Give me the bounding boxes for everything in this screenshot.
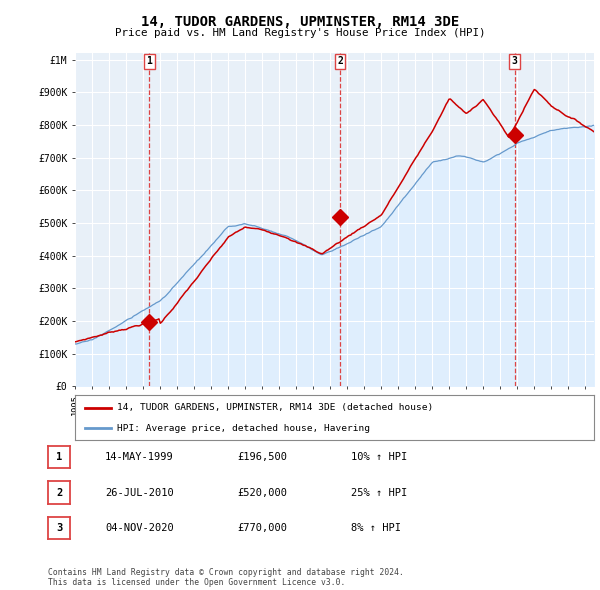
Text: £520,000: £520,000 xyxy=(237,488,287,497)
Text: 10% ↑ HPI: 10% ↑ HPI xyxy=(351,453,407,462)
Text: 14-MAY-1999: 14-MAY-1999 xyxy=(105,453,174,462)
Text: 2: 2 xyxy=(337,57,343,67)
Text: Price paid vs. HM Land Registry's House Price Index (HPI): Price paid vs. HM Land Registry's House … xyxy=(115,28,485,38)
Text: 3: 3 xyxy=(512,57,518,67)
Text: 26-JUL-2010: 26-JUL-2010 xyxy=(105,488,174,497)
Text: HPI: Average price, detached house, Havering: HPI: Average price, detached house, Have… xyxy=(116,424,370,433)
Text: Contains HM Land Registry data © Crown copyright and database right 2024.
This d: Contains HM Land Registry data © Crown c… xyxy=(48,568,404,587)
Text: 1: 1 xyxy=(56,453,62,462)
Text: £196,500: £196,500 xyxy=(237,453,287,462)
Text: 14, TUDOR GARDENS, UPMINSTER, RM14 3DE (detached house): 14, TUDOR GARDENS, UPMINSTER, RM14 3DE (… xyxy=(116,403,433,412)
Text: 25% ↑ HPI: 25% ↑ HPI xyxy=(351,488,407,497)
Text: 2: 2 xyxy=(56,488,62,497)
Text: 3: 3 xyxy=(56,523,62,533)
Text: 8% ↑ HPI: 8% ↑ HPI xyxy=(351,523,401,533)
Text: 14, TUDOR GARDENS, UPMINSTER, RM14 3DE: 14, TUDOR GARDENS, UPMINSTER, RM14 3DE xyxy=(141,15,459,30)
Text: 04-NOV-2020: 04-NOV-2020 xyxy=(105,523,174,533)
Text: £770,000: £770,000 xyxy=(237,523,287,533)
Text: 1: 1 xyxy=(146,57,152,67)
